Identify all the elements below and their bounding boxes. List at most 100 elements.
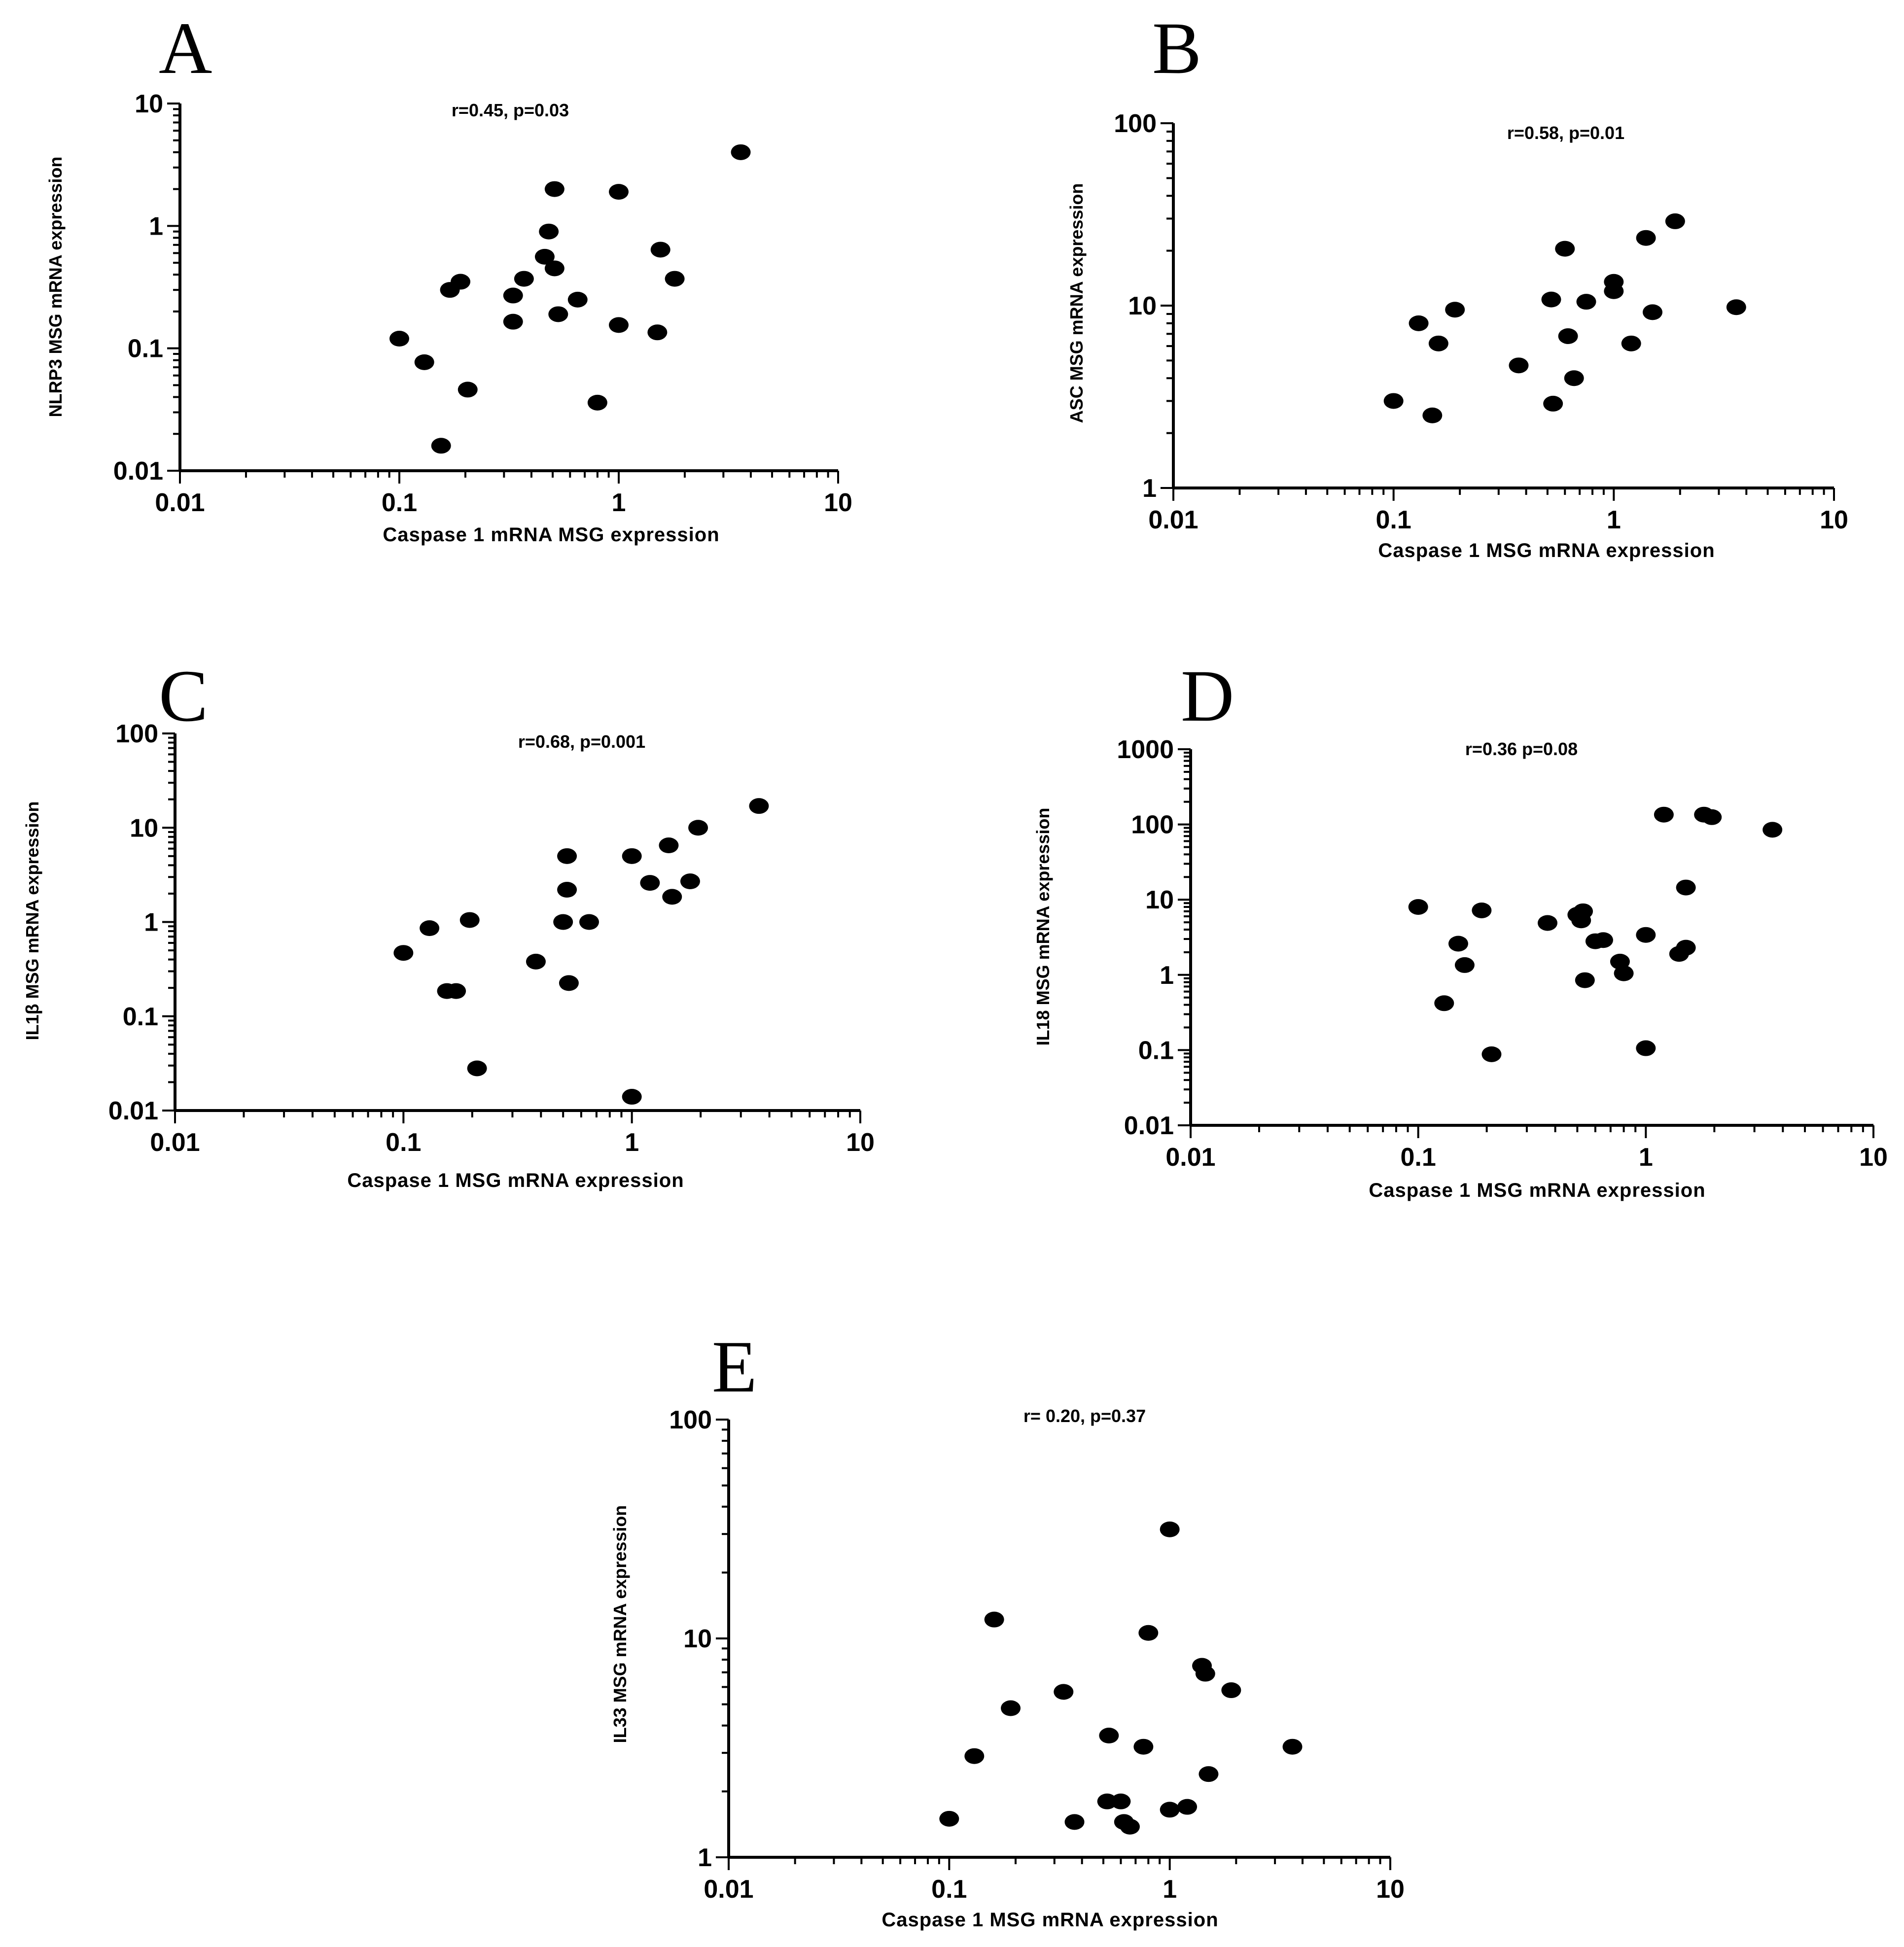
data-point-b bbox=[1541, 291, 1561, 308]
data-point-e bbox=[1001, 1700, 1021, 1716]
panel-d: D r=0.36 p=0.08 Caspase 1 MSG mRNA expre… bbox=[1033, 655, 1888, 1201]
points-b bbox=[1383, 213, 1746, 423]
y-tick-label: 100 bbox=[1114, 109, 1157, 138]
x-tick-label: 0.1 bbox=[386, 1128, 421, 1157]
data-point-e bbox=[1120, 1818, 1140, 1835]
panel-letter-e: E bbox=[712, 1326, 757, 1408]
panel-c: C r=0.68, p=0.001 Caspase 1 MSG mRNA exp… bbox=[22, 655, 875, 1191]
y-tick-label: 1 bbox=[1142, 474, 1157, 503]
data-point-d bbox=[1676, 879, 1696, 896]
points-a bbox=[389, 144, 751, 454]
points-e bbox=[939, 1521, 1303, 1835]
y-tick-label: 10 bbox=[135, 90, 163, 118]
data-point-a bbox=[431, 438, 451, 454]
data-point-b bbox=[1636, 230, 1656, 246]
data-point-a bbox=[665, 271, 685, 287]
data-point-c bbox=[640, 875, 660, 891]
points-d bbox=[1408, 806, 1783, 1062]
data-point-a bbox=[451, 274, 471, 290]
stat-annotation-e: r= 0.20, p=0.37 bbox=[1023, 1406, 1146, 1426]
data-point-d bbox=[1448, 936, 1468, 952]
data-point-d bbox=[1537, 915, 1557, 931]
panel-letter-a: A bbox=[159, 7, 212, 89]
x-axis-title-e: Caspase 1 MSG mRNA expression bbox=[881, 1909, 1218, 1931]
data-point-a bbox=[514, 271, 534, 287]
data-point-d bbox=[1454, 957, 1475, 973]
data-point-e bbox=[1282, 1738, 1303, 1755]
data-point-c bbox=[662, 889, 682, 905]
data-point-a bbox=[534, 248, 555, 265]
y-tick-label: 1 bbox=[144, 908, 158, 937]
stat-annotation-b: r=0.58, p=0.01 bbox=[1507, 123, 1624, 143]
panel-letter-b: B bbox=[1152, 7, 1201, 89]
x-tick-label: 0.01 bbox=[704, 1875, 753, 1904]
data-point-c bbox=[420, 920, 440, 937]
data-point-b bbox=[1543, 395, 1563, 412]
stat-annotation-a: r=0.45, p=0.03 bbox=[452, 100, 569, 120]
data-point-a bbox=[503, 313, 523, 330]
data-point-b bbox=[1576, 294, 1596, 310]
data-point-a bbox=[548, 306, 568, 322]
axes-a: 0.01 0.1 1 10 0.01 0.1 1 10 bbox=[113, 90, 852, 517]
x-tick-label: 1 bbox=[1163, 1875, 1177, 1904]
data-point-a bbox=[647, 324, 668, 341]
data-point-a bbox=[414, 354, 434, 370]
data-point-d bbox=[1472, 902, 1492, 918]
data-point-e bbox=[1099, 1728, 1119, 1744]
data-point-c bbox=[467, 1060, 487, 1077]
x-tick-label: 10 bbox=[1859, 1143, 1888, 1172]
y-axis-title-c: IL1β MSG mRNA expression bbox=[22, 801, 42, 1041]
x-tick-label: 0.1 bbox=[931, 1875, 967, 1904]
axes-e: 0.01 0.1 1 10 1 10 100 bbox=[669, 1406, 1405, 1904]
data-point-d bbox=[1408, 899, 1428, 915]
data-point-d bbox=[1676, 939, 1696, 956]
data-point-b bbox=[1383, 393, 1404, 409]
panel-letter-d: D bbox=[1181, 655, 1234, 737]
data-point-c bbox=[553, 914, 573, 930]
data-point-d bbox=[1593, 932, 1613, 948]
data-point-a bbox=[503, 287, 523, 304]
data-point-b bbox=[1558, 328, 1578, 344]
panel-b: B r=0.58, p=0.01 Caspase 1 MSG mRNA expr… bbox=[1066, 7, 1848, 561]
data-point-c bbox=[559, 975, 579, 991]
data-point-e bbox=[1177, 1799, 1198, 1815]
data-point-a bbox=[609, 317, 629, 333]
y-tick-label: 0.01 bbox=[108, 1097, 158, 1125]
data-point-e bbox=[1138, 1625, 1159, 1641]
data-point-e bbox=[1199, 1766, 1219, 1782]
data-point-a bbox=[650, 242, 670, 258]
x-axis-title-a: Caspase 1 mRNA MSG expression bbox=[383, 524, 719, 546]
y-tick-label: 0.1 bbox=[128, 335, 163, 363]
data-point-e bbox=[1133, 1738, 1154, 1755]
x-tick-label: 10 bbox=[846, 1128, 875, 1157]
stat-annotation-d: r=0.36 p=0.08 bbox=[1465, 739, 1578, 759]
data-point-b bbox=[1665, 213, 1685, 229]
x-tick-label: 1 bbox=[1607, 506, 1621, 534]
data-point-d bbox=[1573, 903, 1593, 919]
data-point-c bbox=[459, 912, 480, 928]
axes-b: 0.01 0.1 1 10 1 10 100 bbox=[1114, 109, 1848, 534]
x-axis-title-c: Caspase 1 MSG mRNA expression bbox=[347, 1170, 684, 1191]
panel-a: A r=0.45, p=0.03 Caspase 1 mRNA MSG expr… bbox=[45, 7, 852, 546]
data-point-d bbox=[1434, 995, 1454, 1011]
data-point-b bbox=[1409, 315, 1429, 331]
y-tick-label: 100 bbox=[115, 720, 158, 748]
data-point-b bbox=[1445, 302, 1465, 318]
x-tick-label: 0.01 bbox=[150, 1128, 200, 1157]
x-tick-label: 0.1 bbox=[1376, 506, 1411, 534]
data-point-e bbox=[1195, 1666, 1215, 1682]
data-point-e bbox=[964, 1748, 985, 1764]
data-point-d bbox=[1636, 927, 1656, 943]
x-tick-label: 0.1 bbox=[1401, 1143, 1436, 1172]
y-tick-label: 10 bbox=[1128, 292, 1157, 320]
data-point-a bbox=[389, 331, 409, 347]
y-tick-label: 100 bbox=[1131, 811, 1174, 839]
data-point-c bbox=[579, 914, 599, 930]
data-point-a bbox=[544, 181, 564, 197]
y-tick-label: 1 bbox=[1160, 961, 1174, 990]
x-tick-label: 0.01 bbox=[1165, 1143, 1215, 1172]
data-point-b bbox=[1564, 370, 1584, 386]
x-tick-label: 1 bbox=[1639, 1143, 1653, 1172]
data-point-e bbox=[939, 1810, 959, 1827]
stat-annotation-c: r=0.68, p=0.001 bbox=[518, 731, 645, 752]
